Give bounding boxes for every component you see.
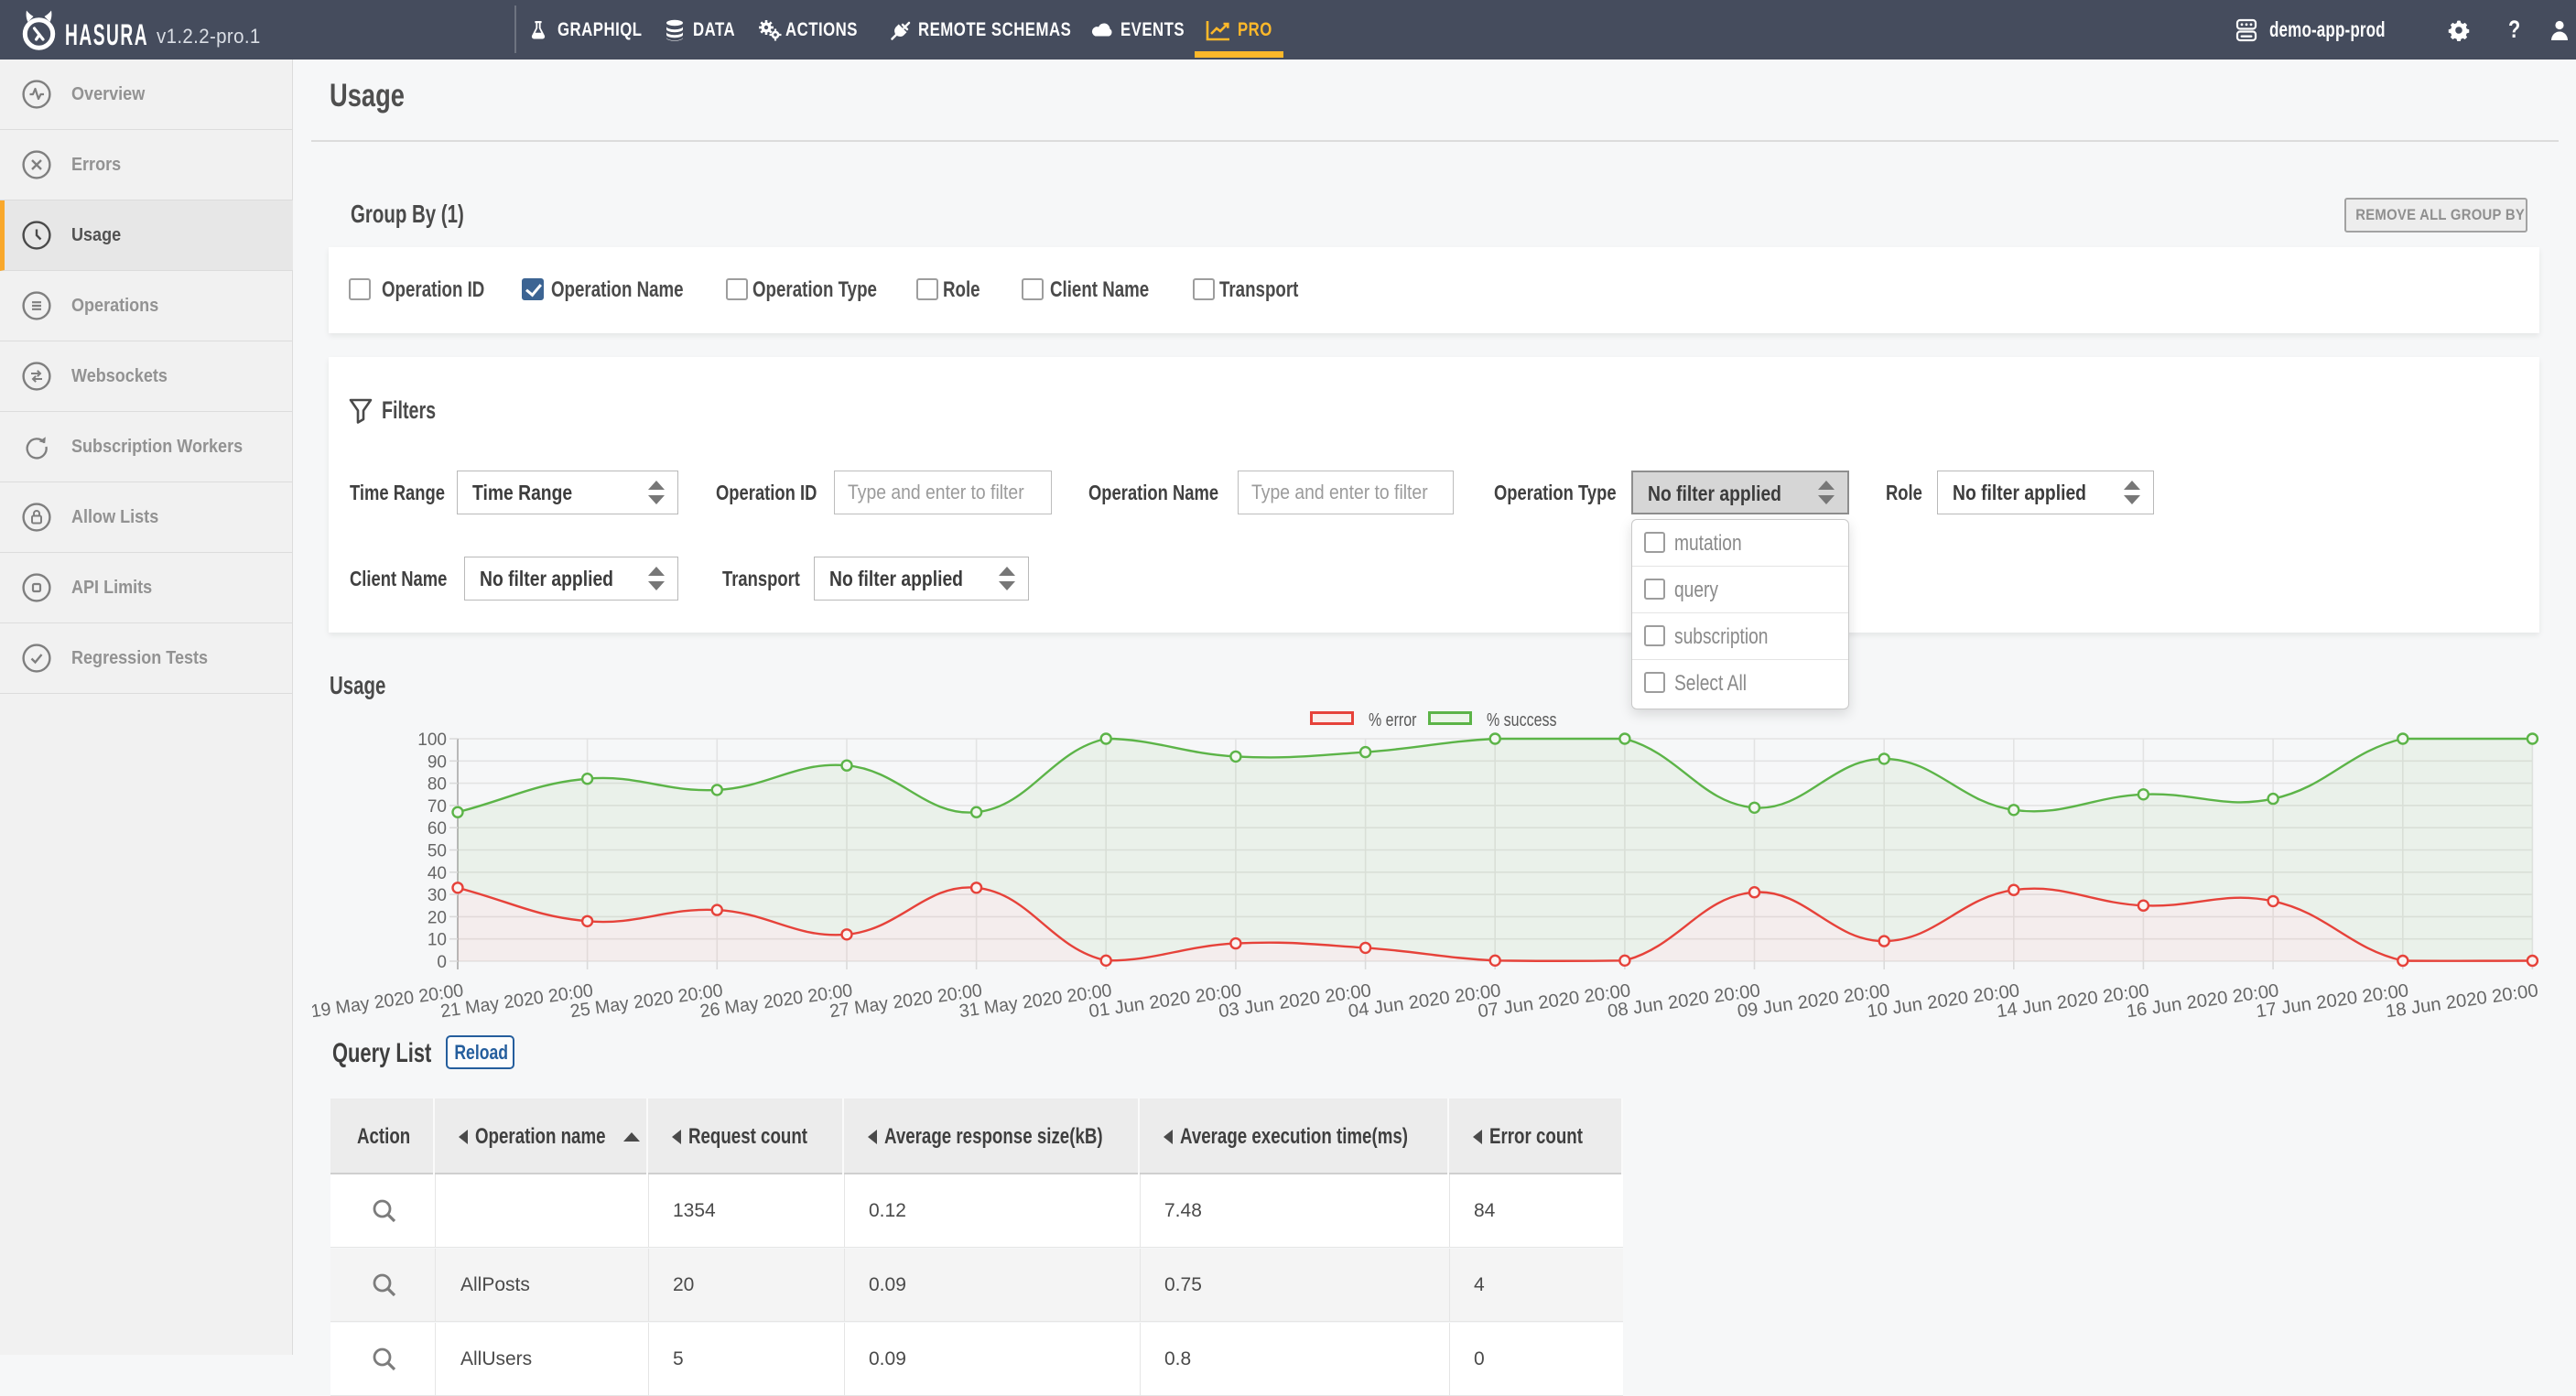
svg-text:70: 70: [428, 797, 447, 817]
svg-text:0: 0: [437, 953, 447, 972]
svg-text:60: 60: [428, 819, 447, 839]
svg-text:20: 20: [428, 908, 447, 927]
svg-text:40: 40: [428, 864, 447, 883]
svg-text:30: 30: [428, 886, 447, 905]
svg-text:50: 50: [428, 842, 447, 861]
svg-text:10: 10: [428, 931, 447, 950]
svg-text:80: 80: [428, 775, 447, 795]
svg-text:90: 90: [428, 752, 447, 772]
svg-text:100: 100: [417, 730, 447, 750]
